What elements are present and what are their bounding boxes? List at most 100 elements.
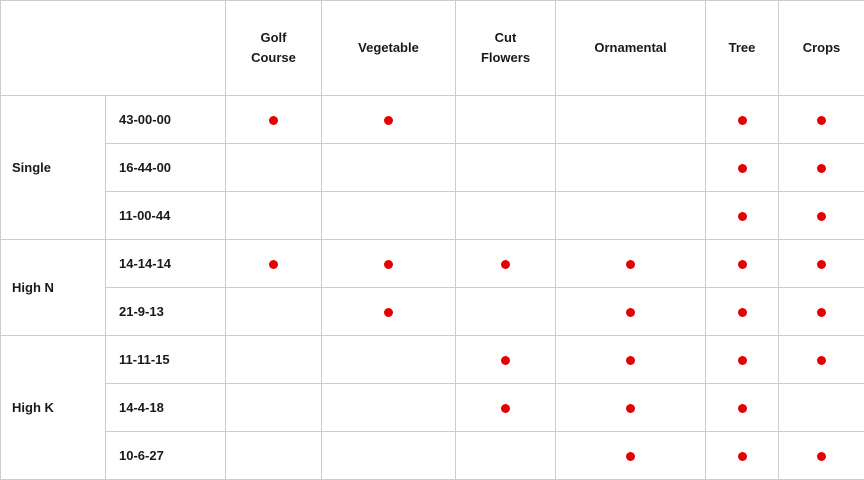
filled-circle-icon [626,356,635,366]
filled-circle-icon [737,404,747,414]
filled-circle-icon [626,308,635,318]
formula-label: 16-44-00 [105,143,226,192]
empty-cell [321,383,456,432]
header-row: Golf Course Vegetable Cut Flowers Ornamenta… [0,0,864,96]
dot-cell [705,287,779,336]
filled-circle-icon [817,308,826,318]
table-row: 21-9-13 [1,287,864,336]
empty-cell [225,431,322,480]
dot-cell [455,383,556,432]
filled-circle-icon [384,308,393,318]
filled-circle-icon [817,452,826,462]
filled-circle-icon [817,356,826,366]
filled-circle-icon [626,452,635,462]
empty-cell [555,95,706,144]
dot-cell [778,191,864,240]
dot-cell [555,287,706,336]
dot-cell [705,335,779,384]
table-row: Single 43-00-00 [0,95,864,240]
formula-label: 14-4-18 [105,383,226,432]
dot-cell [555,431,706,480]
empty-cell [555,143,706,192]
dot-cell [705,95,779,144]
table-row: High K 11-11-15 [0,335,864,480]
table-row: 16-44-00 [1,143,864,192]
empty-cell [778,383,864,432]
empty-cell [225,287,322,336]
formula-label: 21-9-13 [105,287,226,336]
empty-cell [225,191,322,240]
column-header: Golf Course [225,0,322,96]
row-group-label: High K [0,335,106,480]
empty-cell [455,431,556,480]
column-header: Vegetable [321,0,456,96]
filled-circle-icon [737,356,747,366]
empty-cell [225,143,322,192]
dot-cell [555,335,706,384]
filled-circle-icon [269,116,278,126]
dot-cell [778,95,864,144]
filled-circle-icon [626,260,635,270]
column-header: Ornamental [555,0,706,96]
dot-cell [455,239,556,288]
formula-label: 11-00-44 [105,191,226,240]
formula-label: 11-11-15 [105,335,226,384]
filled-circle-icon [737,164,747,174]
filled-circle-icon [384,260,393,270]
column-header: Cut Flowers [455,0,556,96]
filled-circle-icon [737,116,747,126]
formula-label: 43-00-00 [105,95,226,144]
table-row: 14-4-18 [1,383,864,432]
column-header: Crops [778,0,864,96]
filled-circle-icon [817,164,826,174]
dot-cell [705,383,779,432]
dot-cell [705,431,779,480]
table-row: 11-00-44 [1,191,864,240]
filled-circle-icon [817,116,826,126]
dot-cell [321,239,456,288]
dot-cell [778,143,864,192]
empty-cell [321,143,456,192]
filled-circle-icon [817,212,826,222]
filled-circle-icon [737,260,747,270]
filled-circle-icon [626,404,635,414]
formula-label: 14-14-14 [105,239,226,288]
dot-cell [705,143,779,192]
filled-circle-icon [737,452,747,462]
empty-cell [225,383,322,432]
empty-cell [455,191,556,240]
dot-cell [778,287,864,336]
dot-cell [555,239,706,288]
empty-cell [321,431,456,480]
filled-circle-icon [737,308,747,318]
corner-cell [0,0,226,96]
dot-cell [225,95,322,144]
filled-circle-icon [501,260,510,270]
table-row: High N 14-14-14 [0,239,864,336]
row-group-label: Single [0,95,106,240]
dot-cell [555,383,706,432]
table-row: 10-6-27 [1,431,864,480]
matrix-body: Single 43-00-00 16-44-00 11-00-44 High N 14-1… [0,95,864,480]
empty-cell [555,191,706,240]
dot-cell [455,335,556,384]
column-header: Tree [705,0,779,96]
formula-label: 10-6-27 [105,431,226,480]
filled-circle-icon [817,260,826,270]
dot-cell [321,95,456,144]
row-group-label: High N [0,239,106,336]
matrix-header: Golf Course Vegetable Cut Flowers Ornamenta… [0,0,864,96]
empty-cell [455,143,556,192]
dot-cell [705,239,779,288]
filled-circle-icon [384,116,393,126]
filled-circle-icon [501,404,510,414]
empty-cell [455,287,556,336]
empty-cell [321,191,456,240]
empty-cell [321,335,456,384]
filled-circle-icon [501,356,510,366]
filled-circle-icon [269,260,278,270]
dot-cell [778,431,864,480]
empty-cell [455,95,556,144]
dot-cell [225,239,322,288]
